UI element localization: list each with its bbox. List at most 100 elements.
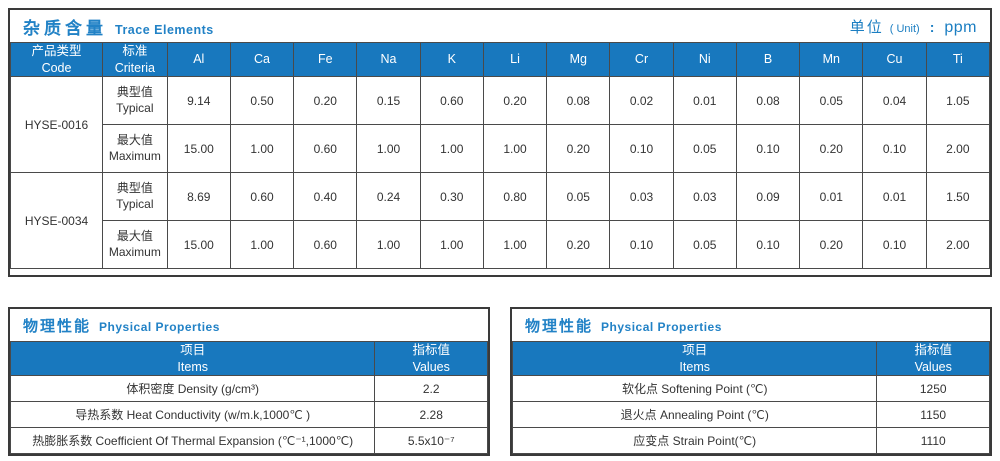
table-row: 退火点 Annealing Point (℃) 1150 [511,401,990,428]
product-code-hyse-0034: HYSE-0034 [9,172,104,269]
col-header-code-cn: 产品类型 [31,44,82,59]
col-header-values-cn: 指标值 [914,343,952,358]
physical-left-header: 物理性能 Physical Properties [10,309,488,341]
value-cell: 1.00 [482,220,548,269]
col-header-values-en: Values [412,359,450,374]
col-header-element-b: B [735,42,801,77]
value-cell: 0.40 [293,172,358,221]
criteria-typical-en: Typical [116,196,154,211]
value-cell: 0.30 [419,172,484,221]
value-cell: 0.10 [735,124,801,173]
col-header-element-ti: Ti [925,42,991,77]
criteria-maximum-en: Maximum [108,148,161,163]
item-label-annealing-point: 退火点 Annealing Point (℃) [511,401,878,428]
section-title: 物理性能 Physical Properties [525,315,722,336]
col-header-criteria-cn: 标准 [122,44,148,59]
criteria-maximum-en: Maximum [108,244,161,259]
table-row: 应变点 Strain Point(℃) 1110 [511,427,990,454]
value-cell: 0.20 [293,76,358,125]
section-title: 杂质含量 Trace Elements [23,14,214,39]
value-cell: 0.20 [546,124,611,173]
item-label-softening-point: 软化点 Softening Point (℃) [511,375,878,402]
col-header-values-en: Values [914,359,952,374]
physical-properties-section-right: 物理性能 Physical Properties 项目 Items 指标值 Va… [510,307,992,456]
col-header-values: 指标值 Values [876,341,990,376]
value-cell: 0.50 [229,76,295,125]
item-value-heat-conductivity: 2.28 [374,401,488,428]
section-title-cn: 杂质含量 [23,18,107,38]
unit-value: ppm [944,18,977,36]
physical-header-row: 项目 Items 指标值 Values [511,341,990,376]
value-cell: 1.00 [356,124,421,173]
col-header-element-ca: Ca [229,42,295,77]
col-header-items-cn: 项目 [682,343,708,358]
col-header-items-en: Items [177,359,208,374]
value-cell: 0.04 [862,76,927,125]
unit-label-en: ( Unit) [889,22,920,35]
value-cell: 0.05 [546,172,611,221]
trace-section-header: 杂质含量 Trace Elements 单位 ( Unit) : ppm [10,10,990,42]
value-cell: 0.10 [735,220,801,269]
col-header-items-cn: 项目 [180,343,206,358]
trace-header-row: 产品类型 Code 标准 Criteria Al Ca Fe Na K Li M… [9,42,991,77]
col-header-element-cr: Cr [609,42,674,77]
value-cell: 0.05 [799,76,864,125]
item-label-density: 体积密度 Density (g/cm³) [9,375,376,402]
col-header-items-en: Items [679,359,710,374]
physical-properties-table-right: 项目 Items 指标值 Values 软化点 Softening Point … [511,341,990,454]
physical-header-row: 项目 Items 指标值 Values [9,341,488,376]
value-cell: 1.00 [356,220,421,269]
col-header-element-mn: Mn [799,42,864,77]
value-cell: 15.00 [166,124,231,173]
value-cell: 0.60 [419,76,484,125]
table-row: 体积密度 Density (g/cm³) 2.2 [9,375,488,402]
value-cell: 15.00 [166,220,231,269]
trace-elements-section: 杂质含量 Trace Elements 单位 ( Unit) : ppm 产品类… [8,8,992,277]
value-cell: 0.60 [293,220,358,269]
table-row: 导热系数 Heat Conductivity (w/m.k,1000℃ ) 2.… [9,401,488,428]
value-cell: 1.00 [482,124,548,173]
value-cell: 0.09 [735,172,801,221]
item-value-density: 2.2 [374,375,488,402]
item-value-annealing-point: 1150 [876,401,990,428]
value-cell: 0.10 [609,220,674,269]
value-cell: 0.08 [546,76,611,125]
value-cell: 1.00 [419,220,484,269]
col-header-element-al: Al [166,42,231,77]
value-cell: 2.00 [925,124,991,173]
value-cell: 0.03 [609,172,674,221]
col-header-items: 项目 Items [9,341,376,376]
col-header-criteria: 标准 Criteria [102,42,168,77]
item-value-softening-point: 1250 [876,375,990,402]
criteria-typical-cn: 典型值 [116,180,153,195]
value-cell: 0.05 [672,220,737,269]
value-cell: 0.03 [672,172,737,221]
value-cell: 0.20 [799,220,864,269]
col-header-items: 项目 Items [511,341,878,376]
unit-label: 单位 ( Unit) : ppm [850,16,977,37]
value-cell: 9.14 [166,76,231,125]
item-value-thermal-expansion: 5.5x10⁻⁷ [374,427,488,454]
criteria-typical-en: Typical [116,100,154,115]
physical-properties-table-left: 项目 Items 指标值 Values 体积密度 Density (g/cm³)… [9,341,488,454]
value-cell: 0.20 [482,76,548,125]
criteria-typical: 典型值 Typical [102,76,168,125]
value-cell: 1.50 [925,172,991,221]
table-row: 最大值 Maximum 15.00 1.00 0.60 1.00 1.00 1.… [11,220,991,269]
section-title-cn: 物理性能 [23,317,92,335]
col-header-element-k: K [419,42,484,77]
section-title: 物理性能 Physical Properties [23,315,220,336]
value-cell: 1.00 [229,124,295,173]
value-cell: 1.00 [419,124,484,173]
value-cell: 0.20 [799,124,864,173]
col-header-element-mg: Mg [546,42,611,77]
value-cell: 0.15 [356,76,421,125]
value-cell: 0.20 [546,220,611,269]
value-cell: 8.69 [166,172,231,221]
section-title-en: Physical Properties [601,319,722,334]
criteria-maximum-cn: 最大值 [116,132,153,147]
table-row: 热膨胀系数 Coefficient Of Thermal Expansion (… [9,427,488,454]
value-cell: 0.10 [862,220,927,269]
criteria-maximum: 最大值 Maximum [102,124,168,173]
item-value-strain-point: 1110 [876,427,990,454]
